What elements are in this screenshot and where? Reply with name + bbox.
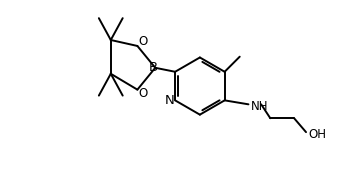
Text: N: N [165, 94, 175, 107]
Text: O: O [139, 87, 148, 100]
Text: B: B [148, 61, 158, 74]
Text: O: O [139, 36, 148, 48]
Text: NH: NH [250, 100, 268, 113]
Text: OH: OH [309, 128, 327, 141]
